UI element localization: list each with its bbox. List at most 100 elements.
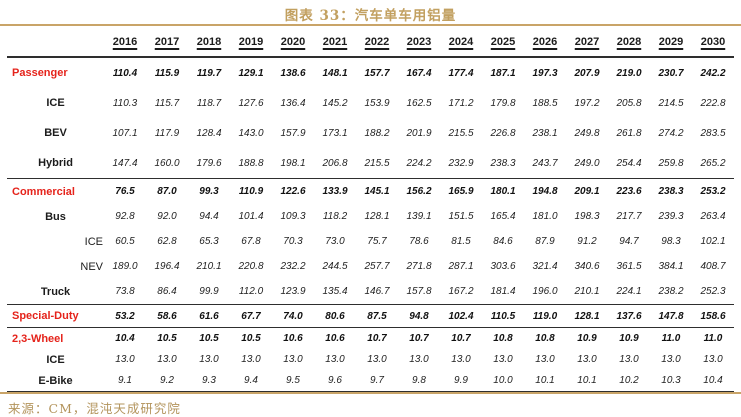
year-column-header-2017: 2017 (146, 26, 188, 58)
value-cell-commercial-2019: 110.9 (230, 178, 272, 204)
row-label: Hybrid (38, 157, 73, 169)
row-label: Bus (45, 210, 66, 223)
value-cell-nev-2023: 271.8 (406, 261, 432, 272)
year-label: 2023 (406, 36, 432, 48)
value-cell-truck-2019: 112.0 (238, 286, 264, 297)
table-row-2-3-wheel: 2,3-Wheel 10.4 10.5 10.5 10.5 10.6 10.6 10.7 10.… (7, 327, 734, 349)
value-cell-truck-2024: 167.2 (448, 286, 474, 297)
year-label: 2025 (490, 36, 516, 48)
value-cell-e-bike-2024: 9.9 (454, 375, 468, 386)
value-cell-2-3-wheel-2027: 10.9 (566, 327, 608, 349)
value-cell-2-3-wheel-2024: 10.7 (440, 327, 482, 349)
value-cell-2-3-wheel-2025: 10.8 (482, 327, 524, 349)
value-cell-bus-2029: 239.3 (658, 211, 684, 222)
value-cell-commercial-2018: 99.3 (188, 178, 230, 204)
value-cell-commercial-2029: 238.3 (650, 178, 692, 204)
value-cell-hybrid-2024: 232.9 (448, 157, 474, 169)
value-cell-ice-2026: 13.0 (535, 354, 555, 365)
value-cell-bev-2020: 157.9 (280, 127, 306, 139)
value-cell-ice-2029: 98.3 (661, 236, 681, 247)
value-cell-ice-2022: 153.9 (364, 97, 390, 109)
value-cell-2-3-wheel-2026: 10.8 (524, 327, 566, 349)
value-cell-truck-2028: 224.1 (616, 286, 642, 297)
value-cell-ice-2030: 222.8 (700, 97, 726, 109)
value-cell-passenger-2018: 119.7 (196, 67, 222, 79)
value-cell-hybrid-2028: 254.4 (616, 157, 642, 169)
value-cell-e-bike-2023: 9.8 (412, 375, 426, 386)
value-cell-ice-2023: 78.6 (409, 236, 429, 247)
year-label: 2017 (154, 36, 180, 48)
value-cell-bev-2030: 283.5 (700, 127, 726, 139)
value-cell-truck-2021: 135.4 (322, 286, 348, 297)
value-cell-ice-2017: 115.7 (154, 97, 180, 109)
value-cell-ice-2021: 73.0 (325, 236, 345, 247)
value-cell-ice-2028: 94.7 (619, 236, 639, 247)
value-cell-ice-2025: 13.0 (493, 354, 513, 365)
value-cell-bev-2028: 261.8 (616, 127, 642, 139)
value-cell-nev-2017: 196.4 (154, 261, 180, 272)
row-label: ICE (46, 353, 65, 366)
value-cell-bev-2023: 201.9 (406, 127, 432, 139)
table-row-truck: Truck 73.8 86.4 99.9 112.0 123.9 135.4 146.7 157… (7, 279, 734, 305)
value-cell-hybrid-2026: 243.7 (532, 157, 558, 169)
year-label: 2020 (280, 36, 306, 48)
value-cell-nev-2018: 210.1 (196, 261, 222, 272)
row-label: ICE (46, 97, 65, 109)
row-label-column-header (7, 26, 104, 58)
value-cell-ice-2022: 13.0 (367, 354, 387, 365)
value-cell-ice-2017: 13.0 (157, 354, 177, 365)
value-cell-truck-2026: 196.0 (532, 286, 558, 297)
year-column-header-2019: 2019 (230, 26, 272, 58)
value-cell-ice-2026: 87.9 (535, 236, 555, 247)
value-cell-bev-2016: 107.1 (112, 127, 138, 139)
value-cell-ice-2019: 13.0 (241, 354, 261, 365)
value-cell-ice-2030: 13.0 (703, 354, 723, 365)
value-cell-nev-2028: 361.5 (616, 261, 642, 272)
value-cell-ice-2018: 65.3 (199, 236, 219, 247)
value-cell-bus-2020: 109.3 (280, 211, 306, 222)
value-cell-hybrid-2025: 238.3 (490, 157, 516, 169)
value-cell-passenger-2026: 197.3 (532, 67, 558, 79)
year-column-header-2020: 2020 (272, 26, 314, 58)
value-cell-bus-2021: 118.2 (322, 211, 348, 222)
value-cell-hybrid-2029: 259.8 (658, 157, 684, 169)
value-cell-ice-2019: 127.6 (238, 97, 264, 109)
value-cell-nev-2022: 257.7 (364, 261, 390, 272)
value-cell-special-duty-2017: 58.6 (146, 304, 188, 328)
value-cell-2-3-wheel-2018: 10.5 (188, 327, 230, 349)
table-row-ice: ICE 60.5 62.8 65.3 67.8 70.3 73.0 75.7 78.6 81.5 8… (7, 229, 734, 254)
value-cell-e-bike-2026: 10.1 (535, 375, 555, 386)
value-cell-bev-2018: 128.4 (196, 127, 222, 139)
value-cell-ice-2021: 13.0 (325, 354, 345, 365)
aluminum-per-vehicle-table: 2016 2017 2018 2019 2020 2021 2022 2023 2024 2025… (7, 26, 734, 393)
value-cell-nev-2025: 303.6 (490, 261, 516, 272)
value-cell-bus-2019: 101.4 (238, 211, 264, 222)
value-cell-hybrid-2030: 265.2 (700, 157, 726, 169)
value-cell-e-bike-2028: 10.2 (619, 375, 639, 386)
value-cell-bev-2025: 226.8 (490, 127, 516, 139)
value-cell-bus-2017: 92.0 (157, 211, 177, 222)
value-cell-passenger-2023: 167.4 (406, 67, 432, 79)
row-label: Passenger (12, 67, 68, 79)
year-label: 2022 (364, 36, 390, 48)
value-cell-special-duty-2027: 128.1 (566, 304, 608, 328)
year-label: 2029 (658, 36, 684, 48)
value-cell-ice-2026: 188.5 (532, 97, 558, 109)
value-cell-hybrid-2018: 179.6 (196, 157, 222, 169)
value-cell-truck-2023: 157.8 (406, 286, 432, 297)
value-cell-commercial-2025: 180.1 (482, 178, 524, 204)
value-cell-ice-2022: 75.7 (367, 236, 387, 247)
year-header-row: 2016 2017 2018 2019 2020 2021 2022 2023 2024 2025… (7, 26, 734, 58)
value-cell-hybrid-2019: 188.8 (238, 157, 264, 169)
value-cell-commercial-2023: 156.2 (398, 178, 440, 204)
value-cell-passenger-2025: 187.1 (490, 67, 516, 79)
value-cell-passenger-2016: 110.4 (112, 67, 138, 79)
value-cell-e-bike-2027: 10.1 (577, 375, 597, 386)
value-cell-bev-2024: 215.5 (448, 127, 474, 139)
footer-divider (0, 392, 741, 394)
year-column-header-2027: 2027 (566, 26, 608, 58)
value-cell-ice-2025: 84.6 (493, 236, 513, 247)
table-row-passenger: Passenger 110.4 115.9 119.7 129.1 138.6 148.1 1… (7, 57, 734, 88)
row-label: Special-Duty (7, 304, 104, 328)
year-label: 2016 (112, 36, 138, 48)
